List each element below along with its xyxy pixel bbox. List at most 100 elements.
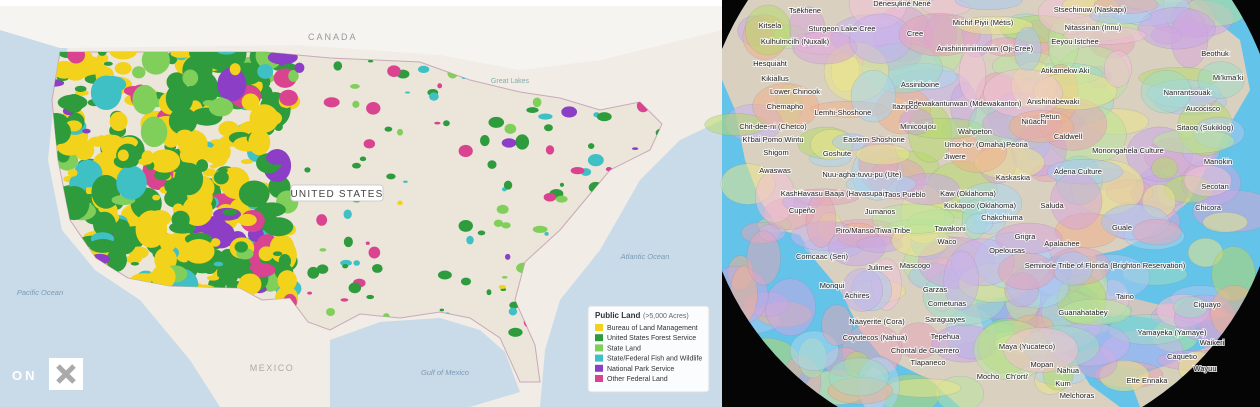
territory	[958, 47, 987, 103]
map-labels: CANADA UNITED STATES Great Lakes Pacific Oc…	[17, 32, 670, 377]
legend-swatch	[595, 334, 603, 342]
land-patch	[140, 116, 168, 148]
legend: Public Land (>5,000 Acres) Bureau of Lan…	[587, 305, 710, 393]
legend-items: Bureau of Land Management United States F…	[595, 324, 702, 383]
land-patch	[368, 246, 381, 259]
land-patch	[509, 301, 519, 309]
land-patch	[486, 289, 492, 296]
land-patch	[234, 241, 248, 253]
land-patch	[538, 113, 553, 120]
land-patch	[348, 282, 362, 294]
territory-label: Nanrantsouak	[1164, 88, 1211, 97]
right-map: Tsēkhene Dënesųłiné Nené Michif Piyii (Mét…	[702, 0, 1260, 407]
territory-label: Tsēkhene	[789, 6, 821, 15]
territory	[899, 108, 934, 135]
land-patch	[333, 61, 343, 71]
territory-label: Nuu-agha-tuvu-pu (Ute)	[822, 170, 902, 179]
land-patch	[631, 147, 639, 151]
legend-label: Bureau of Land Management	[607, 325, 698, 332]
territory-label: Taos Pueblo	[884, 190, 925, 199]
land-patch	[241, 93, 260, 111]
territory	[850, 69, 897, 123]
land-patch	[114, 62, 132, 75]
territory-label: Waco	[938, 237, 957, 246]
land-patch	[67, 52, 86, 64]
land-patch	[174, 162, 204, 196]
land-patch	[559, 182, 565, 187]
land-patch	[404, 91, 411, 94]
territory-label: Grigra	[1015, 232, 1037, 241]
land-patch	[477, 230, 486, 236]
territory-label: Cupeño	[789, 206, 815, 215]
land-patch	[544, 232, 549, 236]
territory	[871, 203, 955, 235]
land-patch	[501, 222, 511, 229]
land-patch	[532, 225, 548, 234]
land-patch	[176, 129, 193, 140]
territory-label: Piro/Manso/Tiwa Tribe	[836, 226, 910, 235]
territory-label: Ciguayo	[1193, 300, 1221, 309]
land-patch	[109, 111, 128, 132]
territory-label: Wahpeton	[958, 127, 992, 136]
land-patch	[367, 59, 374, 63]
land-patch	[238, 180, 270, 208]
territory	[1197, 61, 1245, 99]
territory	[1003, 327, 1079, 373]
land-patches	[52, 52, 662, 382]
territory-label: Comcaac (Seri)	[796, 252, 849, 261]
territory-label: Bdewakantunwan (Mdewakanton)	[909, 99, 1022, 108]
land-patch	[307, 266, 320, 279]
territory	[1132, 219, 1182, 246]
land-patch	[222, 208, 238, 216]
land-patch	[217, 67, 247, 102]
territory-label: Tepehua	[931, 332, 961, 341]
territory	[983, 68, 1063, 118]
territory-label: Chontal de Guerrero	[891, 346, 959, 355]
territory-label: Chemapho	[767, 102, 804, 111]
territory	[845, 173, 917, 196]
territory-label: Yamayeka (Yamaye)	[1138, 328, 1207, 337]
territory-label: Hesquiaht	[753, 59, 788, 68]
territory-label: Seminole Tribe of Florida (Brighton Rese…	[1025, 261, 1186, 270]
land-patch	[466, 235, 474, 245]
place-label: Great Lakes	[491, 78, 530, 85]
territory-label: Kaw (Oklahoma)	[940, 189, 996, 198]
territory-label: Guanahatabey	[1058, 308, 1107, 317]
territory	[1138, 7, 1216, 50]
land-patch	[437, 270, 452, 280]
territory-label: Monqui	[820, 281, 845, 290]
land-patch	[159, 233, 177, 252]
land-patch	[570, 166, 585, 175]
legend-label: State Land	[607, 345, 641, 352]
territory-label: Tlapaneco	[910, 358, 945, 367]
land-patch	[132, 84, 158, 115]
territory-label: Waikeri	[1200, 338, 1225, 347]
territory-label: Achires	[844, 291, 869, 300]
land-patch	[109, 52, 138, 60]
land-patch	[387, 65, 401, 77]
territory-label: Opelousas	[989, 246, 1025, 255]
territory-label: Minicoujou	[900, 122, 936, 131]
territory-label: Mascogo	[900, 261, 930, 270]
land-patch	[504, 123, 517, 134]
territory-label: Nitassinan (Innu)	[1065, 23, 1122, 32]
land-patch	[487, 160, 497, 169]
land-patch	[343, 236, 353, 248]
legend-label: United States Forest Service	[607, 335, 696, 342]
territory-label: Cree	[907, 29, 923, 38]
land-patch	[82, 128, 91, 134]
territory-label: Mopan	[1031, 360, 1054, 369]
land-patch	[493, 219, 504, 227]
land-patch	[135, 210, 168, 248]
land-patch	[496, 204, 509, 214]
land-patch	[218, 168, 228, 174]
territory	[744, 4, 792, 56]
land-patch	[561, 106, 578, 118]
land-patch	[263, 217, 294, 237]
land-patch	[443, 120, 450, 127]
territory	[828, 357, 890, 397]
territory-label: Monongahela Culture	[1092, 146, 1164, 155]
land-patch	[248, 129, 271, 156]
territory-label: Mocho	[977, 372, 1000, 381]
